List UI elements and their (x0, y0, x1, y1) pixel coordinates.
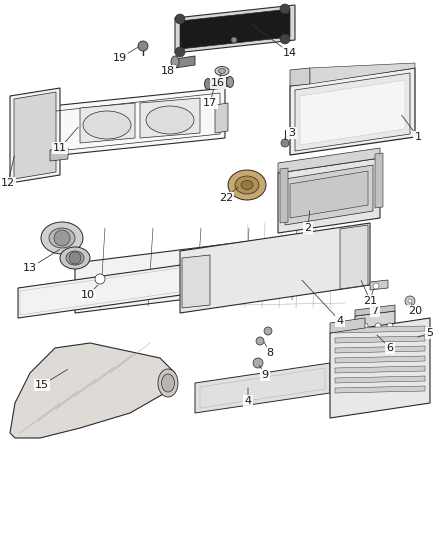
Polygon shape (290, 68, 415, 155)
Ellipse shape (171, 56, 179, 68)
Polygon shape (18, 263, 195, 318)
Polygon shape (375, 153, 383, 208)
Circle shape (253, 358, 263, 368)
Text: 15: 15 (35, 380, 49, 390)
Circle shape (231, 37, 237, 43)
Polygon shape (290, 68, 310, 86)
Polygon shape (310, 63, 415, 84)
Text: 21: 21 (363, 296, 377, 306)
Polygon shape (215, 103, 228, 133)
Polygon shape (335, 346, 425, 353)
Ellipse shape (228, 170, 266, 200)
Polygon shape (80, 103, 135, 143)
Polygon shape (335, 356, 425, 363)
Circle shape (95, 274, 105, 284)
Circle shape (362, 323, 368, 329)
Ellipse shape (226, 77, 233, 87)
Circle shape (69, 252, 81, 264)
Ellipse shape (205, 78, 212, 90)
Text: 14: 14 (283, 48, 297, 58)
Polygon shape (50, 148, 68, 161)
Text: 16: 16 (211, 78, 225, 88)
Ellipse shape (41, 222, 83, 254)
Polygon shape (335, 326, 425, 333)
Polygon shape (300, 80, 405, 145)
Circle shape (264, 327, 272, 335)
Polygon shape (140, 98, 200, 138)
Polygon shape (32, 88, 225, 158)
Text: 3: 3 (289, 128, 296, 138)
Circle shape (375, 323, 381, 329)
Text: 11: 11 (53, 143, 67, 153)
Text: 13: 13 (23, 263, 37, 273)
Ellipse shape (66, 251, 84, 265)
Polygon shape (355, 311, 395, 341)
Polygon shape (355, 305, 395, 316)
Text: 8: 8 (266, 348, 274, 358)
Circle shape (281, 139, 289, 147)
Text: 10: 10 (81, 290, 95, 300)
Polygon shape (335, 366, 425, 373)
Circle shape (54, 230, 70, 246)
Polygon shape (340, 225, 368, 289)
Polygon shape (182, 255, 210, 308)
Polygon shape (278, 158, 380, 233)
Polygon shape (278, 148, 380, 173)
Text: 5: 5 (427, 328, 434, 338)
Ellipse shape (162, 374, 174, 392)
Text: 7: 7 (371, 306, 378, 316)
Polygon shape (10, 343, 175, 438)
Text: 9: 9 (261, 370, 268, 380)
Text: 4: 4 (336, 316, 343, 326)
Circle shape (280, 34, 290, 44)
Circle shape (280, 4, 290, 14)
Ellipse shape (146, 106, 194, 134)
Polygon shape (280, 168, 288, 223)
Ellipse shape (215, 67, 229, 76)
Text: 19: 19 (113, 53, 127, 63)
Text: 1: 1 (414, 132, 421, 142)
Text: 2: 2 (304, 223, 311, 233)
Ellipse shape (241, 181, 253, 190)
Polygon shape (195, 363, 330, 413)
Ellipse shape (235, 176, 259, 194)
Circle shape (405, 296, 415, 306)
Ellipse shape (158, 369, 178, 397)
Polygon shape (290, 171, 368, 218)
Polygon shape (175, 5, 295, 53)
Ellipse shape (219, 69, 226, 74)
Polygon shape (335, 386, 425, 393)
Text: 20: 20 (408, 306, 422, 316)
Text: 4: 4 (244, 396, 251, 406)
Polygon shape (370, 280, 388, 290)
Polygon shape (330, 318, 365, 333)
Text: 6: 6 (386, 343, 393, 353)
Polygon shape (10, 88, 60, 183)
Circle shape (256, 337, 264, 345)
Circle shape (175, 14, 185, 24)
Text: 18: 18 (161, 66, 175, 76)
Circle shape (408, 299, 412, 303)
Polygon shape (285, 165, 373, 225)
Polygon shape (330, 318, 430, 418)
Ellipse shape (83, 111, 131, 139)
Circle shape (138, 41, 148, 51)
Ellipse shape (49, 228, 75, 248)
Polygon shape (208, 77, 230, 89)
Polygon shape (175, 56, 195, 68)
Circle shape (373, 283, 379, 289)
Text: 17: 17 (203, 98, 217, 108)
Text: 22: 22 (219, 193, 233, 203)
Polygon shape (180, 223, 370, 313)
Polygon shape (335, 336, 425, 343)
Polygon shape (75, 228, 355, 313)
Circle shape (175, 47, 185, 57)
Polygon shape (295, 73, 410, 151)
Ellipse shape (60, 247, 90, 269)
Text: 12: 12 (1, 178, 15, 188)
Polygon shape (335, 376, 425, 383)
Polygon shape (14, 92, 56, 179)
Circle shape (387, 323, 393, 329)
Polygon shape (180, 9, 290, 49)
